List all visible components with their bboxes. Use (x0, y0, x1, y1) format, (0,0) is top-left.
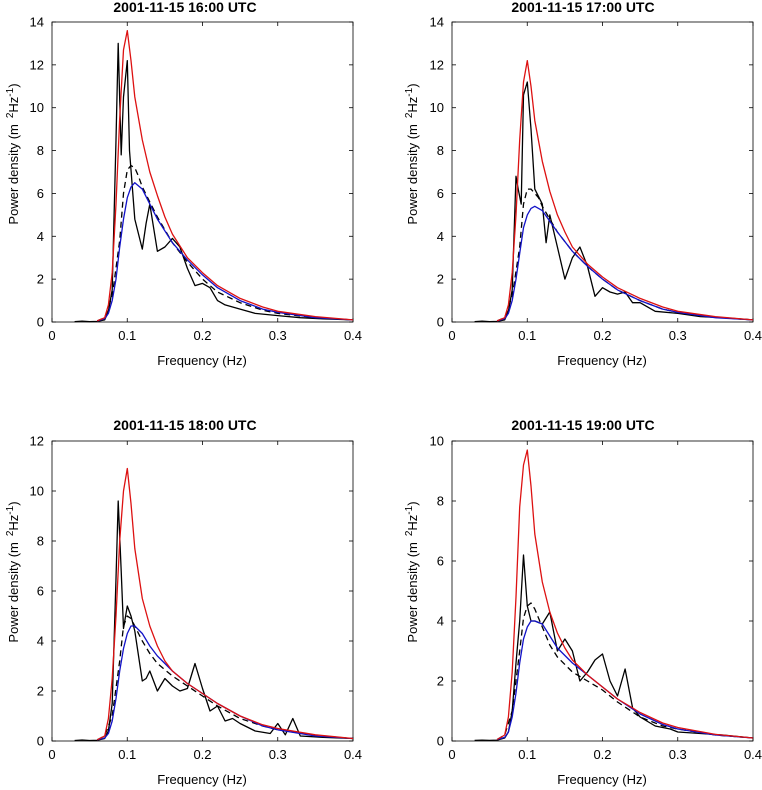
y-axis-label: Power density (m2Hz-1) (404, 501, 420, 642)
y-tick-label: 2 (437, 272, 444, 287)
x-tick-label: 0.2 (193, 328, 211, 343)
y-tick-label: 8 (37, 143, 44, 158)
series-line-dashed (96, 164, 354, 322)
x-tick-label: 0.1 (518, 328, 536, 343)
x-tick-label: 0.1 (118, 747, 136, 762)
axes-frame (451, 440, 754, 742)
x-tick-label: 0.1 (118, 328, 136, 343)
x-axis-label: Frequency (Hz) (557, 772, 647, 787)
x-tick-label: 0 (48, 747, 55, 762)
x-tick-label: 0.4 (744, 747, 762, 762)
y-tick-label: 0 (437, 315, 444, 330)
y-tick-label: 12 (30, 57, 44, 72)
y-tick-label: 4 (37, 229, 44, 244)
y-tick-label: 4 (37, 634, 44, 649)
series-line-blue (496, 205, 754, 322)
y-tick-label: 4 (437, 614, 444, 629)
y-tick-label: 2 (37, 684, 44, 699)
x-axis-label: Frequency (Hz) (157, 772, 247, 787)
x-tick-label: 0.1 (518, 747, 536, 762)
x-axis-label: Frequency (Hz) (157, 353, 247, 368)
y-tick-label: 6 (437, 186, 444, 201)
x-tick-label: 0.4 (344, 747, 362, 762)
x-tick-label: 0.3 (269, 328, 287, 343)
x-tick-label: 0 (448, 328, 455, 343)
y-tick-label: 6 (37, 584, 44, 599)
x-tick-label: 0.2 (593, 747, 611, 762)
y-tick-label: 0 (37, 315, 44, 330)
x-tick-label: 0 (448, 747, 455, 762)
chart-panel-2: 2001-11-15 17:00 UTC Frequency (Hz) Powe… (404, 0, 762, 368)
series-line-blue (496, 620, 754, 741)
chart-panel-4: 2001-11-15 19:00 UTC Frequency (Hz) Powe… (404, 417, 762, 787)
y-tick-label: 10 (430, 100, 444, 115)
chart-title: 2001-11-15 17:00 UTC (511, 0, 654, 15)
x-tick-label: 0.2 (593, 328, 611, 343)
y-axis-label: Power density (m2Hz-1) (5, 501, 21, 642)
y-tick-label: 2 (437, 674, 444, 689)
series-line-dashed (96, 615, 354, 741)
x-tick-label: 0.3 (669, 328, 687, 343)
y-tick-label: 0 (437, 734, 444, 749)
y-axis-label: Power density (m2Hz-1) (5, 83, 21, 224)
series-line-red (96, 467, 354, 741)
y-tick-label: 8 (437, 494, 444, 509)
series-line-measured (74, 500, 354, 742)
y-tick-label: 8 (437, 143, 444, 158)
x-tick-label: 0.3 (269, 747, 287, 762)
chart-panel-1: 2001-11-15 16:00 UTC Frequency (Hz) Powe… (5, 0, 362, 368)
y-tick-label: 14 (30, 15, 44, 30)
x-axis-label: Frequency (Hz) (557, 353, 647, 368)
y-tick-label: 12 (30, 434, 44, 449)
y-tick-label: 6 (37, 186, 44, 201)
y-tick-label: 4 (437, 229, 444, 244)
y-tick-label: 12 (430, 57, 444, 72)
axes-frame (51, 21, 354, 323)
series-line-red (496, 449, 754, 741)
x-tick-label: 0.4 (744, 328, 762, 343)
y-tick-label: 6 (437, 554, 444, 569)
series-line-blue (97, 625, 354, 741)
series-line-red (496, 59, 754, 322)
series-line-measured (474, 81, 754, 323)
y-tick-label: 10 (30, 100, 44, 115)
chart-title: 2001-11-15 18:00 UTC (113, 417, 256, 433)
x-tick-label: 0 (48, 328, 55, 343)
series-line-blue (97, 182, 354, 322)
x-tick-label: 0.4 (344, 328, 362, 343)
chart-panel-3: 2001-11-15 18:00 UTC Frequency (Hz) Powe… (5, 417, 362, 787)
y-axis-label: Power density (m2Hz-1) (404, 83, 420, 224)
x-tick-label: 0.3 (669, 747, 687, 762)
y-tick-label: 10 (30, 484, 44, 499)
chart-title: 2001-11-15 16:00 UTC (113, 0, 256, 15)
series-line-red (96, 29, 354, 322)
series-line-dashed (496, 602, 754, 741)
x-tick-label: 0.2 (193, 747, 211, 762)
y-tick-label: 14 (430, 15, 444, 30)
y-tick-label: 0 (37, 734, 44, 749)
chart-title: 2001-11-15 19:00 UTC (511, 417, 654, 433)
y-tick-label: 10 (430, 434, 444, 449)
y-tick-label: 2 (37, 272, 44, 287)
series-line-dashed (496, 188, 754, 322)
y-tick-label: 8 (37, 534, 44, 549)
